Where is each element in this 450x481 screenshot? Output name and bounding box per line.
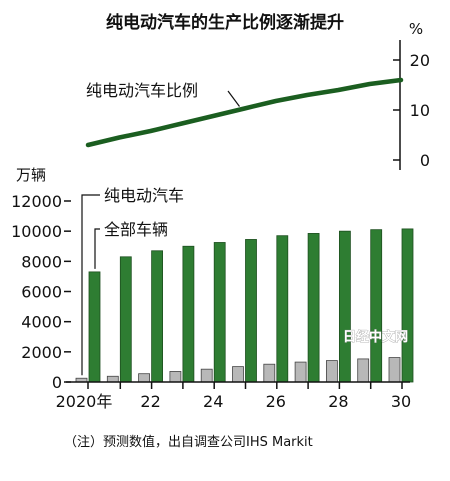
legend-ev-label: 纯电动汽车 [104,186,184,205]
bar-panel: 万辆 0 2000 4000 6000 8000 10000 12000 2020年 22 24… [11,166,414,411]
bar-all [182,245,195,383]
bar-ev [169,371,182,383]
line-y-tick-label: 10 [410,101,430,120]
x-tick-label: 28 [328,392,348,411]
line-panel: % 0 10 20 纯电动汽车比例 [85,20,430,170]
bar-all [88,271,101,383]
ratio-point [336,88,341,92]
bar-ev [263,363,276,383]
bar-all [338,230,351,383]
bars [75,228,414,383]
bar-y-tick-label: 10000 [11,222,62,241]
x-tick-label: 26 [266,392,286,411]
x-ticks: 2020年 22 24 26 28 30 [56,382,411,411]
bar-ev [294,361,307,383]
ratio-point [86,143,90,147]
x-tick-label: 22 [140,392,160,411]
source-note: （注）预测数值，出自调查公司IHS Markit [64,434,313,450]
line-y-tick-label: 20 [410,51,430,70]
ratio-label-leader [227,90,240,107]
bar-y-tick-label: 6000 [21,283,62,302]
chart-title: 纯电动汽车的生产比例逐渐提升 [106,12,344,33]
bar-ev [325,360,338,383]
legend-all-label: 全部车辆 [104,220,168,239]
bar-all [307,233,320,383]
ratio-point [117,135,122,140]
ratio-point [211,114,216,118]
bar-y-tick-label: 0 [52,373,62,392]
bar-ev [106,375,119,383]
bar-y-tick-label: 8000 [21,252,62,271]
ratio-point [179,121,184,126]
bar-all [370,229,383,383]
bar-all [245,239,257,383]
x-tick-label: 30 [391,392,411,411]
bar-all [151,250,164,383]
ratio-series-label: 纯电动汽车比例 [86,81,198,100]
line-y-tick-label: 0 [420,151,430,170]
bar-y-tick-label: 2000 [21,343,62,362]
ratio-point [399,78,403,82]
ratio-point [367,82,372,86]
line-y-axis-unit: % [409,20,423,38]
bar-ev [388,357,401,383]
bar-y-axis-unit: 万辆 [16,166,46,184]
bar-all [276,235,289,383]
bar-ev [200,368,213,383]
legend-all-leader [94,228,100,269]
bar-all [401,228,414,383]
ratio-point [305,93,310,97]
bar-ev [357,358,370,383]
ratio-point [273,99,278,103]
bar-ev [232,366,244,383]
bar-y-ticks: 0 2000 4000 6000 8000 10000 12000 [11,192,71,392]
x-tick-label: 24 [203,392,223,411]
bar-all [213,242,226,383]
legend-ev-leader [81,194,100,376]
ratio-point [242,106,247,111]
bar-ev [138,373,151,383]
ratio-point [148,129,153,133]
x-tick-label: 2020年 [56,392,113,411]
ratio-points [86,78,403,147]
bar-all [119,256,132,383]
watermark: 日经中文网 [343,329,408,345]
bar-y-tick-label: 4000 [21,313,62,332]
line-y-ticks: 0 10 20 [393,51,430,170]
bar-y-tick-label: 12000 [11,192,62,211]
